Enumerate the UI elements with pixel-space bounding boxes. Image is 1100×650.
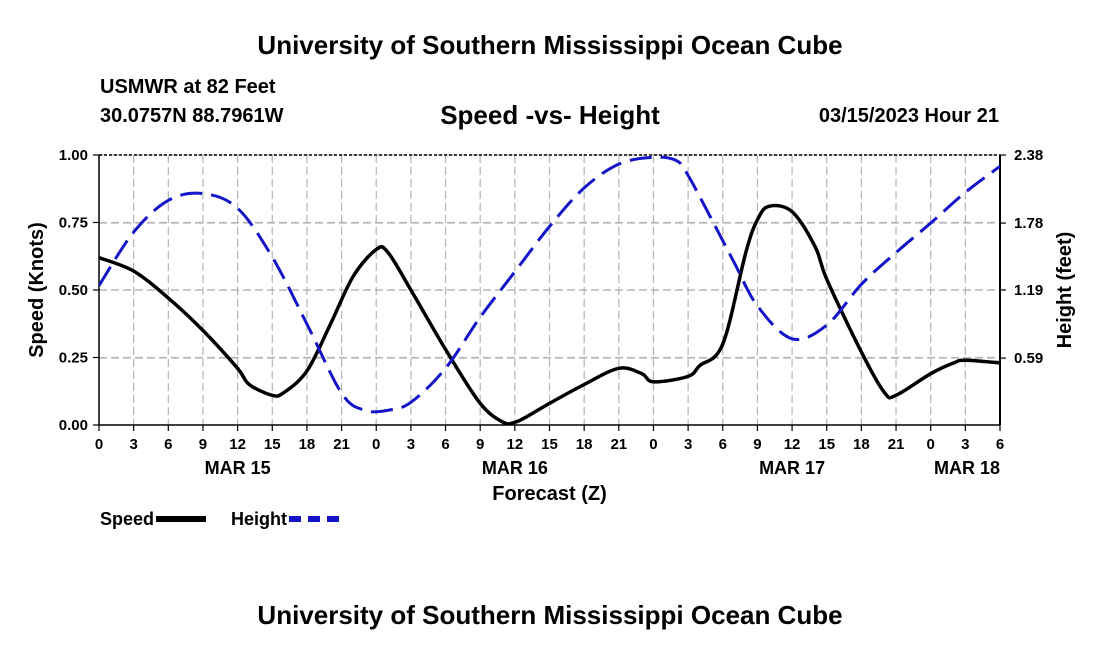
legend-speed: Speed — [100, 508, 207, 530]
x-tick-label: 12 — [507, 436, 524, 453]
x-tick-label: 18 — [299, 436, 316, 453]
y-axis-title: Speed (Knots) — [26, 222, 48, 358]
x-tick-label: 18 — [576, 436, 593, 453]
y-tick-label: 0.75 — [59, 215, 88, 232]
x-tick-label: 21 — [333, 436, 350, 453]
x-tick-label: 6 — [996, 436, 1004, 453]
x-tick-label: 12 — [229, 436, 246, 453]
station-label: USMWR at 82 Feet — [100, 76, 276, 98]
x-tick-label: 15 — [541, 436, 558, 453]
top-title: University of Southern Mississippi Ocean… — [257, 30, 843, 60]
x-tick-label: 0 — [372, 436, 380, 453]
chart-title: Speed -vs- Height — [440, 100, 660, 130]
x-tick-label: 3 — [684, 436, 692, 453]
y2-tick-label: 1.78 — [1014, 215, 1043, 232]
date-label: MAR 15 — [205, 458, 271, 478]
coordinates-label: 30.0757N 88.7961W — [100, 105, 284, 127]
x-tick-label: 3 — [407, 436, 415, 453]
x-tick-label: 0 — [649, 436, 657, 453]
y2-axis-title: Height (feet) — [1054, 232, 1076, 349]
x-tick-label: 12 — [784, 436, 801, 453]
x-tick-label: 3 — [129, 436, 137, 453]
x-tick-label: 15 — [264, 436, 281, 453]
x-tick-label: 21 — [888, 436, 905, 453]
x-tick-label: 9 — [199, 436, 207, 453]
x-tick-label: 15 — [818, 436, 835, 453]
legend-height-swatch — [289, 516, 339, 522]
x-tick-label: 21 — [610, 436, 627, 453]
height-series-line — [99, 155, 1000, 414]
y-tick-label: 1.00 — [59, 147, 88, 164]
x-tick-label: 18 — [853, 436, 870, 453]
legend-speed-label: Speed — [100, 508, 155, 529]
x-tick-label: 0 — [95, 436, 103, 453]
legend-height-label: Height — [231, 508, 287, 529]
date-label: MAR 16 — [482, 458, 548, 478]
x-tick-label: 6 — [164, 436, 172, 453]
y-tick-label: 0.25 — [59, 350, 88, 367]
x-tick-label: 9 — [476, 436, 484, 453]
bottom-title: University of Southern Mississippi Ocean… — [257, 600, 843, 630]
y2-tick-label: 2.38 — [1014, 147, 1043, 164]
x-tick-label: 3 — [961, 436, 969, 453]
datetime-label: 03/15/2023 Hour 21 — [818, 105, 999, 127]
y-tick-label: 0.00 — [59, 417, 88, 434]
x-tick-label: 0 — [927, 436, 935, 453]
date-label: MAR 18 — [934, 458, 1000, 478]
x-tick-label: 6 — [719, 436, 727, 453]
y2-tick-label: 1.19 — [1014, 282, 1043, 299]
legend-speed-swatch — [156, 516, 207, 522]
y-tick-label: 0.50 — [59, 282, 88, 299]
date-label: MAR 17 — [759, 458, 825, 478]
speed-series-line — [99, 203, 1000, 425]
y2-tick-label: 0.59 — [1014, 350, 1043, 367]
legend-height: Height — [231, 508, 339, 530]
x-tick-label: 6 — [441, 436, 449, 453]
x-tick-label: 9 — [753, 436, 761, 453]
x-axis-title: Forecast (Z) — [492, 483, 606, 505]
